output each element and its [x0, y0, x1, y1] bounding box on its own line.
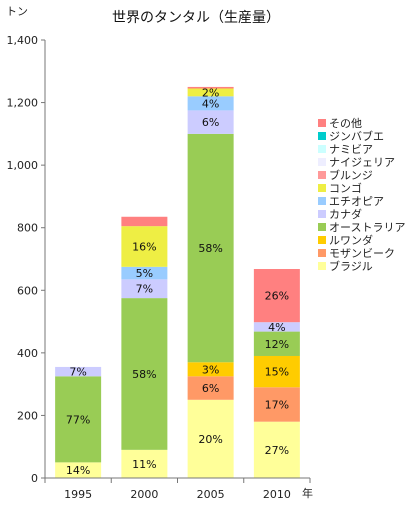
legend-label: ブラジル [329, 259, 373, 273]
bar-segment [253, 269, 300, 323]
legend-label: カナダ [329, 207, 362, 221]
chart-title: 世界のタンタル（生産量） [112, 10, 280, 26]
data-label: 58% [198, 242, 222, 255]
bar-segment [253, 387, 300, 422]
y-tick-label: 200 [17, 409, 38, 422]
legend-swatch [318, 262, 326, 270]
data-label: 2% [202, 86, 219, 99]
bar-segment [187, 362, 234, 377]
legend-swatch [318, 236, 326, 244]
data-label: 14% [66, 464, 90, 477]
y-tick-label: 1,000 [7, 159, 39, 172]
bar-segment [253, 421, 300, 478]
legend-label: その他 [329, 117, 362, 130]
bar-segment [121, 279, 168, 299]
legend-label: エチオピア [329, 195, 384, 208]
legend-swatch [318, 210, 326, 218]
legend: その他ジンバブエナミビアナイジェリアブルンジコンゴエチオピアカナダオーストラリア… [318, 117, 405, 273]
legend-label: ナミビア [329, 143, 373, 156]
data-label: 6% [202, 116, 219, 129]
x-tick-label: 1995 [64, 488, 92, 501]
x-tick-label: 2010 [263, 488, 291, 501]
data-label: 58% [132, 368, 156, 381]
legend-swatch [318, 223, 326, 231]
data-label: 4% [268, 321, 285, 334]
y-tick-label: 400 [17, 347, 38, 360]
bar-segment [187, 88, 234, 97]
y-tick-label: 600 [17, 284, 38, 297]
legend-swatch [318, 171, 326, 179]
x-axis-unit: 年 [302, 486, 313, 500]
legend-label: ブルンジ [329, 168, 373, 182]
bar-segment [187, 133, 234, 363]
data-label: 4% [202, 97, 219, 110]
bar-segment [55, 462, 102, 478]
data-label: 5% [136, 267, 153, 280]
legend-swatch [318, 132, 326, 140]
bar-segment [253, 355, 300, 388]
bar-segment [253, 322, 300, 332]
bar-segment [187, 110, 234, 134]
legend-swatch [318, 158, 326, 166]
bar-segment [187, 399, 234, 478]
data-label: 77% [66, 413, 90, 426]
data-label: 3% [202, 363, 219, 376]
data-label: 7% [136, 283, 153, 296]
data-label: 7% [69, 366, 86, 379]
bar-segment [121, 266, 168, 280]
bar-segment [121, 298, 168, 450]
legend-swatch [318, 145, 326, 153]
legend-label: オーストラリア [329, 221, 405, 234]
data-label: 27% [265, 444, 289, 457]
data-label: 16% [132, 240, 156, 253]
y-tick-label: 0 [31, 472, 38, 485]
legend-label: ナイジェリア [329, 156, 395, 169]
legend-label: ルワンダ [329, 233, 373, 247]
y-tick-label: 1,200 [7, 97, 39, 110]
bar-segment [187, 376, 234, 400]
data-label: 6% [202, 382, 219, 395]
data-label: 12% [265, 338, 289, 351]
legend-label: ジンバブエ [329, 129, 384, 143]
bar-segment [187, 86, 234, 89]
legend-swatch [318, 197, 326, 205]
legend-swatch [318, 119, 326, 127]
x-tick-label: 2005 [197, 488, 225, 501]
data-label: 15% [265, 366, 289, 379]
bar-segment [121, 226, 168, 267]
axes: 0 200 400 600 800 1,000 1,200 1,400 1995 2000 2005… [7, 34, 311, 501]
legend-swatch [318, 184, 326, 192]
legend-label: コンゴ [329, 181, 362, 195]
bar-segment [121, 449, 168, 478]
data-label: 11% [132, 458, 156, 471]
y-axis-unit: トン [6, 5, 28, 18]
bar-segment [55, 376, 102, 463]
data-label: 26% [265, 290, 289, 303]
legend-swatch [318, 249, 326, 257]
bar-segment [253, 331, 300, 356]
x-tick-label: 2000 [130, 488, 158, 501]
y-tick-label: 1,400 [7, 34, 39, 47]
bar-segment [121, 216, 168, 227]
data-label: 20% [198, 433, 222, 446]
data-label: 17% [265, 398, 289, 411]
bar-segment [187, 96, 234, 111]
bar-segment [55, 366, 102, 377]
y-tick-label: 800 [17, 222, 38, 235]
legend-label: モザンビーク [329, 247, 395, 260]
bar-group: 14%77%7%11%58%7%5%16%20%6%3%58%6%4%2%27%… [55, 86, 300, 478]
